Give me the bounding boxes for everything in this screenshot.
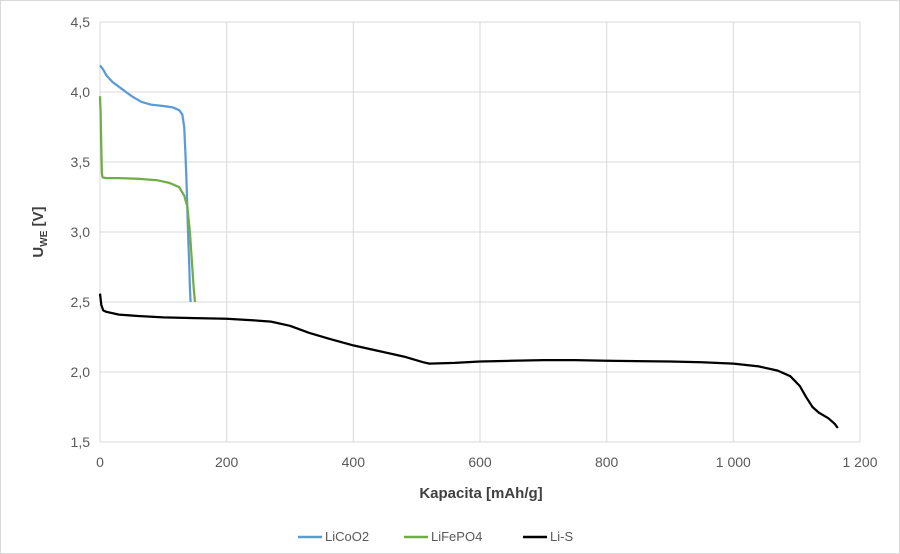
x-tick-label: 1 000 (716, 454, 751, 470)
x-tick-label: 400 (342, 454, 366, 470)
y-tick-label: 2,5 (71, 294, 91, 310)
y-axis-title-main: U (30, 247, 47, 258)
series-line-lifepo4 (98, 96, 197, 303)
legend-label: Li-S (550, 529, 573, 544)
y-tick-label: 2,0 (71, 364, 91, 380)
y-tick-label: 1,5 (71, 434, 91, 450)
y-tick-label: 4,5 (71, 14, 91, 30)
x-tick-label: 0 (96, 454, 104, 470)
legend-label: LiCoO2 (325, 529, 369, 544)
legend-label: LiFePO4 (431, 529, 482, 544)
y-tick-label: 3,5 (71, 154, 91, 170)
y-tick-label: 3,0 (71, 224, 91, 240)
legend: LiCoO2 LiFePO4 Li-S (298, 529, 573, 544)
x-axis-title: Kapacita [mAh/g] (419, 485, 542, 502)
x-tick-label: 1 200 (842, 454, 877, 470)
y-tick-labels: 1,5 2,0 2,5 3,0 3,5 4,0 4,5 (71, 14, 91, 450)
y-tick-label: 4,0 (71, 84, 91, 100)
y-axis-title: UWE [V] (30, 206, 50, 257)
y-axis-title-subscript: WE (39, 230, 50, 246)
series-line-licoo2 (99, 64, 192, 303)
x-tick-labels: 0 200 400 600 800 1 000 1 200 (96, 454, 878, 470)
x-tick-label: 800 (595, 454, 619, 470)
series-line-li-s (98, 293, 839, 429)
grid-lines (99, 21, 861, 443)
series-lines (98, 64, 839, 429)
x-tick-label: 600 (468, 454, 492, 470)
x-tick-label: 200 (215, 454, 239, 470)
y-axis-title-unit: [V] (30, 206, 47, 230)
